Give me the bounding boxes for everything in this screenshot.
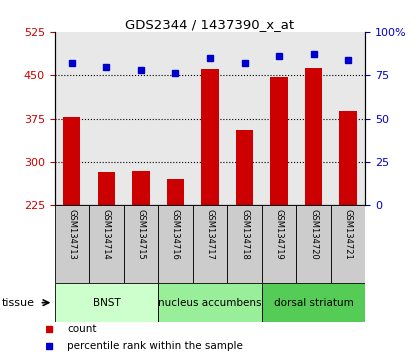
Text: percentile rank within the sample: percentile rank within the sample — [67, 342, 243, 352]
Bar — [270, 77, 288, 205]
Text: GSM134716: GSM134716 — [171, 209, 180, 260]
Text: count: count — [67, 324, 97, 334]
Text: GSM134720: GSM134720 — [309, 209, 318, 260]
Bar — [305, 68, 322, 205]
Bar — [158, 205, 193, 283]
Text: tissue: tissue — [2, 298, 35, 308]
Text: nucleus accumbens: nucleus accumbens — [158, 298, 262, 308]
Bar — [167, 179, 184, 205]
Text: GSM134719: GSM134719 — [275, 209, 284, 260]
Bar — [236, 130, 253, 205]
Title: GDS2344 / 1437390_x_at: GDS2344 / 1437390_x_at — [126, 18, 294, 31]
Bar — [158, 283, 262, 322]
Bar — [297, 205, 331, 283]
Text: GSM134715: GSM134715 — [136, 209, 145, 260]
Text: BNST: BNST — [92, 298, 120, 308]
Bar — [262, 283, 365, 322]
Bar — [98, 172, 115, 205]
Bar — [331, 205, 365, 283]
Bar — [55, 283, 158, 322]
Bar — [55, 205, 89, 283]
Text: GSM134713: GSM134713 — [67, 209, 76, 260]
Bar — [262, 205, 297, 283]
Bar — [339, 111, 357, 205]
Text: dorsal striatum: dorsal striatum — [274, 298, 354, 308]
Text: GSM134714: GSM134714 — [102, 209, 111, 260]
Bar — [193, 205, 227, 283]
Text: GSM134718: GSM134718 — [240, 209, 249, 260]
Bar — [89, 205, 123, 283]
Bar — [123, 205, 158, 283]
Bar — [227, 205, 262, 283]
Text: GSM134721: GSM134721 — [344, 209, 353, 260]
Text: GSM134717: GSM134717 — [205, 209, 215, 260]
Bar — [63, 117, 81, 205]
Bar — [201, 69, 219, 205]
Bar — [132, 171, 150, 205]
